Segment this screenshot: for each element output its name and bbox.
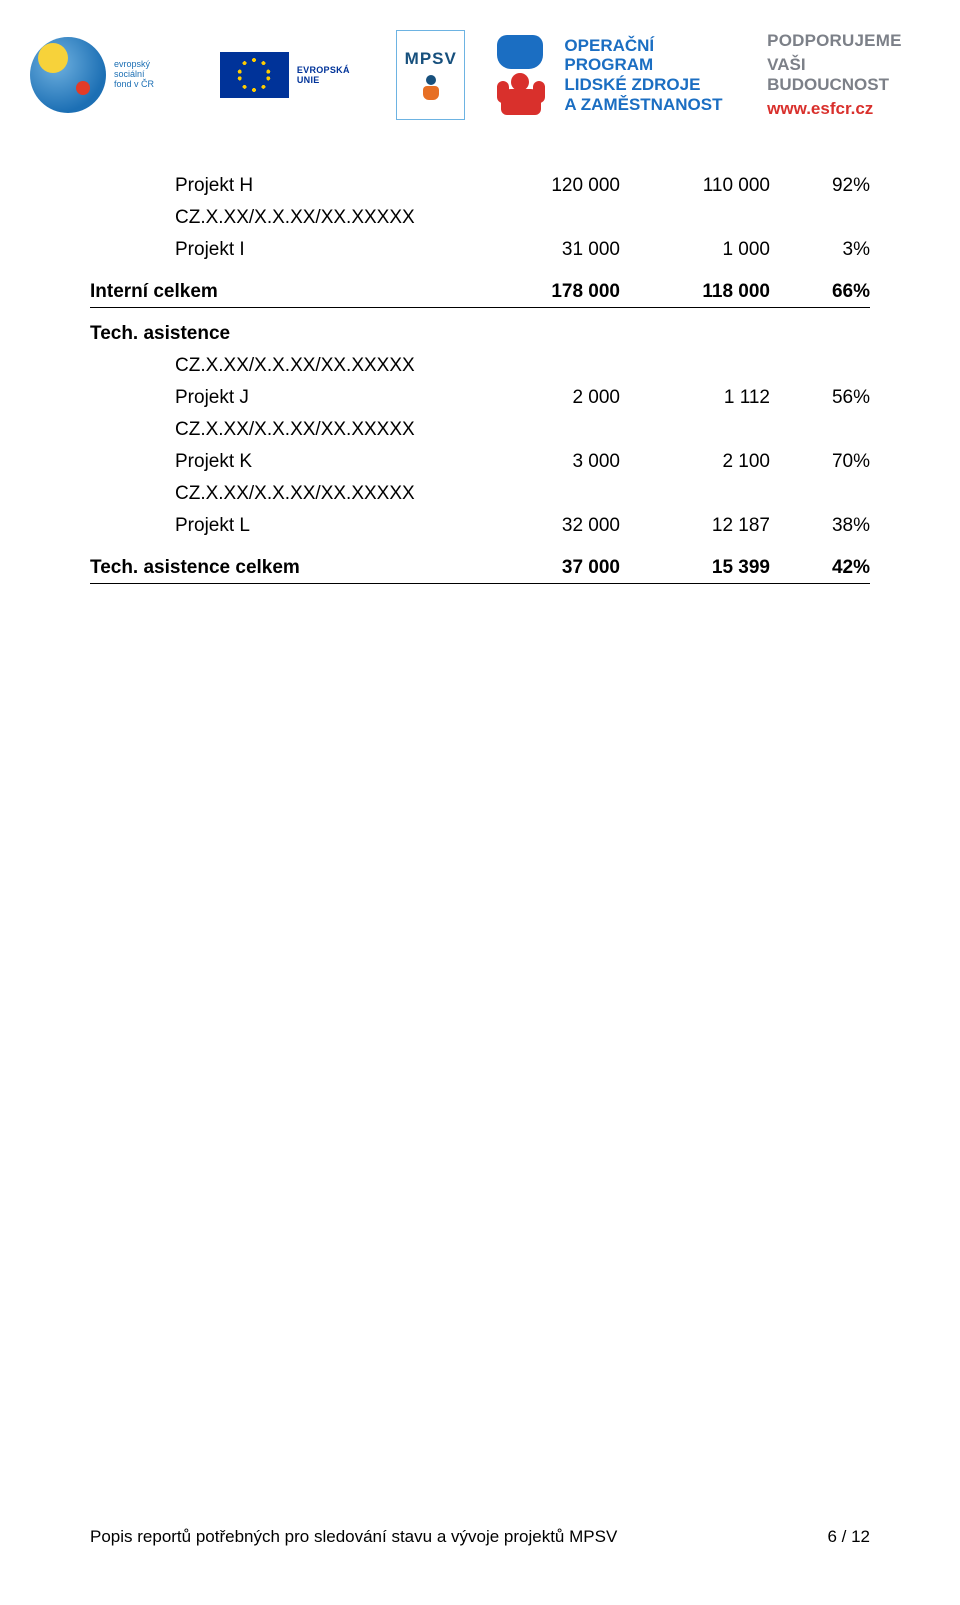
projL-name: Projekt L: [175, 515, 470, 537]
interni-name: Interní celkem: [90, 281, 470, 303]
mpsv-logo: MPSV: [396, 30, 465, 120]
esf-text: evropský sociální fond v ČR: [114, 60, 154, 90]
techTotal-pct: 42%: [770, 557, 870, 579]
op-line2: LIDSKÉ ZDROJE: [564, 75, 745, 95]
support-block: PODPORUJEME VAŠI BUDOUCNOST www.esfcr.cz: [767, 31, 930, 119]
footer-title: Popis reportů potřebných pro sledování s…: [90, 1527, 617, 1547]
support-link: www.esfcr.cz: [767, 99, 930, 119]
codeJ: CZ.X.XX/X.X.XX/XX.XXXXX: [175, 355, 470, 377]
projH-v1: 120 000: [470, 175, 620, 197]
op-person-icon: [487, 35, 552, 115]
footer-page: 6 / 12: [827, 1527, 870, 1547]
row-projJ: Projekt J 2 000 1 112 56%: [90, 382, 870, 414]
op-line3: A ZAMĚSTNANOST: [564, 95, 745, 115]
row-codeK: CZ.X.XX/X.X.XX/XX.XXXXX: [90, 414, 870, 446]
esf-line3: fond v ČR: [114, 80, 154, 90]
row-codeI: CZ.X.XX/X.X.XX/XX.XXXXX: [90, 202, 870, 234]
projH-pct: 92%: [770, 175, 870, 197]
interni-v2: 118 000: [620, 281, 770, 303]
projI-v2: 1 000: [620, 239, 770, 261]
op-logo: OPERAČNÍ PROGRAM LIDSKÉ ZDROJE A ZAMĚSTN…: [487, 35, 745, 115]
op-line1: OPERAČNÍ PROGRAM: [564, 36, 745, 75]
techTotal-v1: 37 000: [470, 557, 620, 579]
projL-pct: 38%: [770, 515, 870, 537]
report-table: Projekt H 120 000 110 000 92% CZ.X.XX/X.…: [90, 170, 870, 584]
row-projL: Projekt L 32 000 12 187 38%: [90, 510, 870, 542]
projJ-v1: 2 000: [470, 387, 620, 409]
projH-name: Projekt H: [175, 175, 470, 197]
techTotal-name: Tech. asistence celkem: [90, 557, 470, 579]
row-codeJ: CZ.X.XX/X.X.XX/XX.XXXXX: [90, 350, 870, 382]
projL-v2: 12 187: [620, 515, 770, 537]
row-tech-total: Tech. asistence celkem 37 000 15 399 42%: [90, 552, 870, 584]
row-interni-total: Interní celkem 178 000 118 000 66%: [90, 276, 870, 308]
mpsv-person-icon: [420, 75, 442, 101]
codeL: CZ.X.XX/X.X.XX/XX.XXXXX: [175, 483, 470, 505]
row-projH: Projekt H 120 000 110 000 92%: [90, 170, 870, 202]
row-tech-heading: Tech. asistence: [90, 318, 870, 350]
interni-v1: 178 000: [470, 281, 620, 303]
projJ-name: Projekt J: [175, 387, 470, 409]
eu-label: EVROPSKÁ UNIE: [297, 65, 374, 85]
projK-v2: 2 100: [620, 451, 770, 473]
techTotal-v2: 15 399: [620, 557, 770, 579]
mpsv-letters: MPSV: [405, 49, 457, 69]
support-line1: PODPORUJEME: [767, 31, 930, 51]
tech-heading: Tech. asistence: [90, 323, 470, 345]
eu-logo: EVROPSKÁ UNIE: [220, 52, 374, 98]
projJ-pct: 56%: [770, 387, 870, 409]
projK-name: Projekt K: [175, 451, 470, 473]
projK-pct: 70%: [770, 451, 870, 473]
projH-v2: 110 000: [620, 175, 770, 197]
codeI: CZ.X.XX/X.X.XX/XX.XXXXX: [175, 207, 470, 229]
codeK: CZ.X.XX/X.X.XX/XX.XXXXX: [175, 419, 470, 441]
esf-logo: evropský sociální fond v ČR: [30, 30, 198, 120]
support-line2: VAŠI BUDOUCNOST: [767, 55, 930, 95]
projI-name: Projekt I: [175, 239, 470, 261]
logo-header: evropský sociální fond v ČR EVROPSKÁ UNI…: [30, 20, 930, 130]
row-projK: Projekt K 3 000 2 100 70%: [90, 446, 870, 478]
row-codeL: CZ.X.XX/X.X.XX/XX.XXXXX: [90, 478, 870, 510]
projJ-v2: 1 112: [620, 387, 770, 409]
op-text: OPERAČNÍ PROGRAM LIDSKÉ ZDROJE A ZAMĚSTN…: [564, 36, 745, 114]
esf-circle-icon: [30, 37, 106, 113]
projK-v1: 3 000: [470, 451, 620, 473]
projI-v1: 31 000: [470, 239, 620, 261]
row-projI: Projekt I 31 000 1 000 3%: [90, 234, 870, 266]
projI-pct: 3%: [770, 239, 870, 261]
eu-flag-icon: [220, 52, 289, 98]
interni-pct: 66%: [770, 281, 870, 303]
page-footer: Popis reportů potřebných pro sledování s…: [90, 1527, 870, 1547]
projL-v1: 32 000: [470, 515, 620, 537]
